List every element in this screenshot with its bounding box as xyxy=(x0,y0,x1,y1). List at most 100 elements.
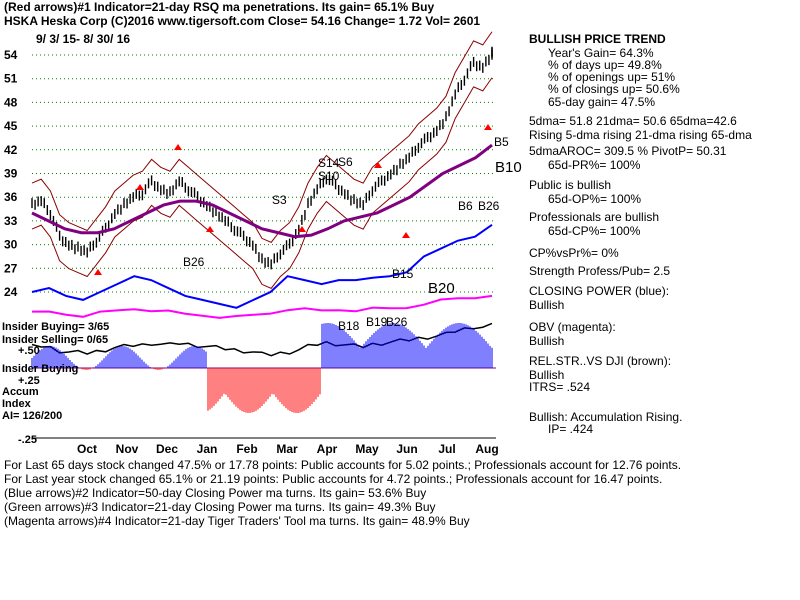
relstr-title: REL.STR..VS DJI (brown): xyxy=(529,354,672,368)
x-tick-label: Nov xyxy=(116,442,139,456)
relstr-status: Bullish xyxy=(529,368,565,382)
itrs-value: ITRS= .524 xyxy=(529,380,591,394)
x-tick-label: Apr xyxy=(317,442,338,456)
signal-annotation: S14 xyxy=(318,156,340,170)
rising-dma: Rising 5-dma rising 21-dma rising 65-dma xyxy=(529,128,752,142)
accumulation-status: Bullish: Accumulation Rising. xyxy=(529,410,683,424)
relative-strength-line xyxy=(31,322,493,357)
closing-power-line xyxy=(31,224,493,309)
y-tick-label: 42 xyxy=(4,143,18,157)
stat-openings-up: % of openings up= 51% xyxy=(548,70,676,84)
cp-percent: 65d-CP%= 100% xyxy=(548,224,641,238)
y-tick-label: 30 xyxy=(4,238,18,252)
insider-panel-title: Insider Buying xyxy=(2,363,79,375)
footer-green-arrows: (Green arrows)#3 Indicator=21-day Closin… xyxy=(4,500,436,514)
y-tick-label: 48 xyxy=(4,95,18,109)
dma-values: 5dma= 51.8 21dma= 50.6 65dma=42.6 xyxy=(529,114,737,128)
signal-arrow xyxy=(94,269,102,275)
x-axis-labels: Oct Nov Dec Jan Feb Mar Apr May Jun Jul Aug xyxy=(77,442,499,456)
x-tick-label: Mar xyxy=(276,442,298,456)
y-tick-label: 24 xyxy=(4,285,18,299)
signal-annotation: B18 xyxy=(338,319,360,333)
ma-65-line xyxy=(31,143,493,239)
y-tick-label: 54 xyxy=(4,48,18,62)
y-axis-ticks: 54 51 48 45 42 39 36 33 30 27 24 xyxy=(4,48,18,299)
cp-vs-pr: CP%vsPr%= 0% xyxy=(529,246,619,260)
closing-power-title: CLOSING POWER (blue): xyxy=(529,284,670,298)
x-tick-label: Jun xyxy=(396,442,417,456)
accum-top-label: +.25 xyxy=(18,375,40,387)
closing-power-line xyxy=(31,224,493,309)
obv-title: OBV (magenta): xyxy=(529,320,616,334)
x-tick-label: Aug xyxy=(475,442,498,456)
x-tick-label: Oct xyxy=(77,442,97,456)
public-status: Public is bullish xyxy=(529,178,612,192)
signal-arrow xyxy=(402,232,410,238)
pr-percent: 65d-PR%= 100% xyxy=(548,158,641,172)
footer-year: For Last year stock changed 65.1% or 21.… xyxy=(4,472,663,486)
signal-annotation: B26 xyxy=(478,199,500,213)
price-bars xyxy=(31,46,493,270)
accum-label: Accum xyxy=(2,386,39,398)
lower-band xyxy=(31,77,493,289)
index-label: Index xyxy=(2,398,31,410)
date-range: 9/ 3/ 15- 8/ 30/ 16 xyxy=(36,32,131,46)
signal-annotation: B15 xyxy=(392,267,414,281)
ai-label: AI= 126/200 xyxy=(2,410,63,422)
aroc-pivot: 5dmaAROC= 309.5 % PivotP= 50.31 xyxy=(529,144,727,158)
y-tick-label: 51 xyxy=(4,72,18,86)
closing-power-status: Bullish xyxy=(529,298,565,312)
y-tick-label: 39 xyxy=(4,167,18,181)
footer-blue-arrows: (Blue arrows)#2 Indicator=50-day Closing… xyxy=(4,486,427,500)
signal-arrow xyxy=(484,124,492,130)
header-line-2: HSKA Heska Corp (C)2016 www.tigersoft.co… xyxy=(4,14,481,28)
stat-closings-up: % of closings up= 50.6% xyxy=(548,82,680,96)
stat-days-up: % of days up= 49.8% xyxy=(548,58,662,72)
signal-arrow xyxy=(298,226,306,232)
x-tick-label: Feb xyxy=(236,442,257,456)
x-tick-label: Dec xyxy=(156,442,178,456)
trend-title: BULLISH PRICE TREND xyxy=(529,32,666,46)
y-tick-label: 27 xyxy=(4,261,18,275)
professionals-status: Professionals are bullish xyxy=(529,210,660,224)
y-tick-label: 45 xyxy=(4,119,18,133)
strength-ratio: Strength Profess/Pub= 2.5 xyxy=(529,264,671,278)
signal-arrow xyxy=(174,144,182,150)
signal-arrow xyxy=(374,162,382,168)
ma-65-line xyxy=(31,143,493,239)
accumulation-histogram xyxy=(31,323,493,413)
signal-annotation: S6 xyxy=(338,155,353,169)
insider-buying: Insider Buying= 3/65 xyxy=(2,321,110,333)
stat-65day-gain: 65-day gain= 47.5% xyxy=(548,95,656,109)
obv-line xyxy=(31,294,493,319)
upper-band xyxy=(31,31,493,243)
ip-value: IP= .424 xyxy=(548,422,594,436)
obv-line xyxy=(31,294,493,319)
signal-annotation: B26 xyxy=(183,255,205,269)
y-tick-label: 33 xyxy=(4,214,18,228)
price-envelope-bands xyxy=(31,31,493,289)
signal-annotation: S10 xyxy=(318,169,340,183)
signal-annotation: B19 xyxy=(366,315,388,329)
x-tick-label: Jul xyxy=(438,442,455,456)
op-percent: 65d-OP%= 100% xyxy=(548,192,642,206)
obv-level: +.50 xyxy=(18,345,40,357)
footer-magenta-arrows: (Magenta arrows)#4 Indicator=21-day Tige… xyxy=(4,514,470,528)
signal-annotation: B26 xyxy=(386,315,408,329)
signal-annotation: B10 xyxy=(495,159,522,176)
signal-arrow xyxy=(206,226,214,232)
signal-annotation: B5 xyxy=(494,135,509,149)
stat-years-gain: Year's Gain= 64.3% xyxy=(548,46,654,60)
obv-status: Bullish xyxy=(529,334,565,348)
signal-annotation: S3 xyxy=(272,193,287,207)
header-line-1: (Red arrows)#1 Indicator=21-day RSQ ma p… xyxy=(4,0,435,14)
relative-strength-line xyxy=(31,322,493,357)
signal-arrow xyxy=(136,184,144,190)
x-tick-label: Jan xyxy=(197,442,218,456)
y-tick-label: 36 xyxy=(4,190,18,204)
insider-selling: Insider Selling= 0/65 xyxy=(2,334,109,346)
footer-65day: For Last 65 days stock changed 47.5% or … xyxy=(4,458,682,472)
x-tick-label: May xyxy=(355,442,379,456)
